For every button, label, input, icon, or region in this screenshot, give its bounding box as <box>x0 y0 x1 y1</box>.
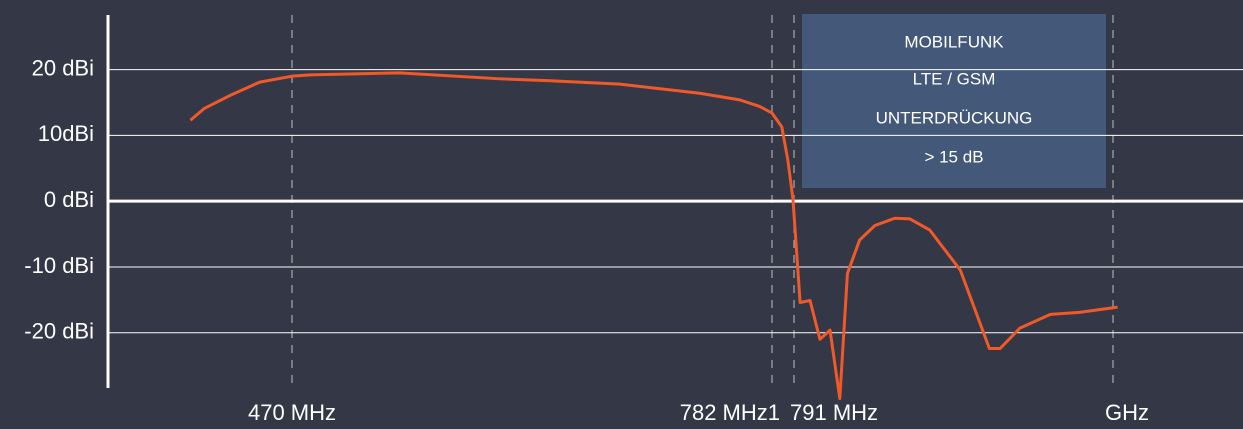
x-tick-label: 470 MHz <box>248 400 336 425</box>
x-tick-label: 791 MHz <box>790 400 878 425</box>
annotation: MOBILFUNK <box>904 32 1004 51</box>
y-tick-label: 10dBi <box>38 121 94 146</box>
x-tick-label: GHz <box>1105 400 1149 425</box>
annotation: > 15 dB <box>924 147 983 166</box>
annotation-box <box>802 14 1106 188</box>
annotation: LTE / GSM <box>913 69 996 88</box>
y-tick-label: -20 dBi <box>24 319 94 344</box>
annotation: UNTERDRÜCKUNG <box>876 108 1033 127</box>
y-tick-label: -10 dBi <box>24 253 94 278</box>
y-tick-label: 0 dBi <box>44 187 94 212</box>
y-tick-label: 20 dBi <box>32 55 94 80</box>
line <box>189 71 1118 401</box>
x-tick-label: 782 MHz1 <box>680 400 780 425</box>
